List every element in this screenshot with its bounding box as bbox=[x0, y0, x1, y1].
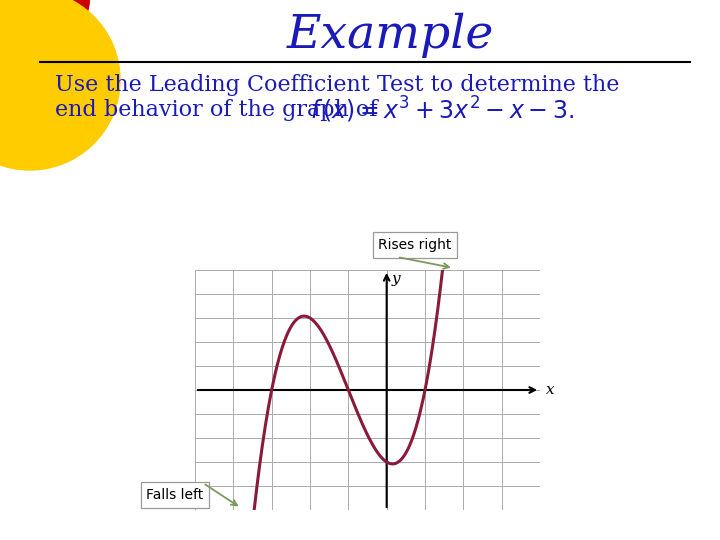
Text: $f\,(x) = x^3 + 3x^2 - x - 3.$: $f\,(x) = x^3 + 3x^2 - x - 3.$ bbox=[310, 95, 574, 125]
Text: Rises right: Rises right bbox=[378, 238, 451, 252]
Text: Example: Example bbox=[287, 12, 494, 58]
Circle shape bbox=[0, 0, 120, 170]
Text: end behavior of the graph of: end behavior of the graph of bbox=[55, 99, 384, 121]
Text: Falls left: Falls left bbox=[146, 488, 204, 502]
Text: x: x bbox=[546, 383, 554, 397]
Text: y: y bbox=[391, 272, 400, 286]
Circle shape bbox=[0, 0, 90, 90]
Text: Use the Leading Coefficient Test to determine the: Use the Leading Coefficient Test to dete… bbox=[55, 74, 619, 96]
